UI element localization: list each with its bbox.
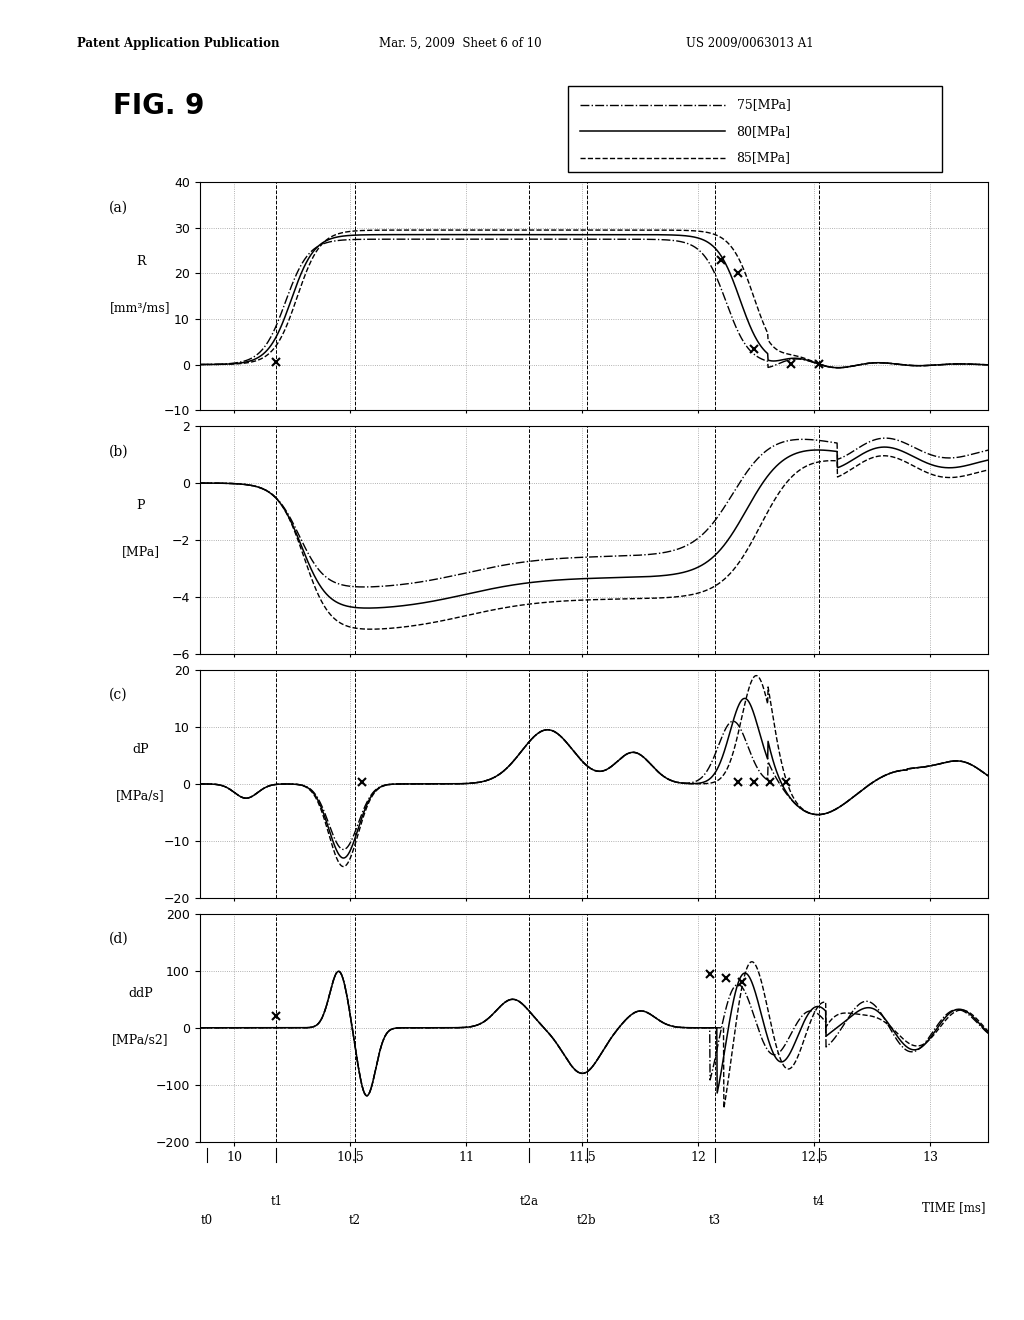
Text: (b): (b) xyxy=(109,445,129,458)
Text: 80[MPa]: 80[MPa] xyxy=(736,125,791,137)
Text: P: P xyxy=(136,499,144,512)
Text: [MPa/s2]: [MPa/s2] xyxy=(113,1032,169,1045)
Text: US 2009/0063013 A1: US 2009/0063013 A1 xyxy=(686,37,814,50)
Text: 75[MPa]: 75[MPa] xyxy=(736,98,791,111)
Text: ddP: ddP xyxy=(128,987,153,1001)
Text: t2: t2 xyxy=(349,1214,361,1228)
Text: Patent Application Publication: Patent Application Publication xyxy=(77,37,280,50)
Text: (c): (c) xyxy=(109,688,128,702)
Text: t4: t4 xyxy=(813,1195,825,1208)
Text: R: R xyxy=(136,256,145,268)
Text: 85[MPa]: 85[MPa] xyxy=(736,152,791,165)
FancyBboxPatch shape xyxy=(568,86,942,172)
Text: (a): (a) xyxy=(109,201,128,214)
Text: Mar. 5, 2009  Sheet 6 of 10: Mar. 5, 2009 Sheet 6 of 10 xyxy=(379,37,542,50)
Text: t2b: t2b xyxy=(578,1214,597,1228)
Text: t1: t1 xyxy=(270,1195,283,1208)
Text: [MPa/s]: [MPa/s] xyxy=(116,789,165,801)
Text: [MPa]: [MPa] xyxy=(122,545,160,558)
Text: (d): (d) xyxy=(109,932,129,946)
Text: TIME [ms]: TIME [ms] xyxy=(922,1201,985,1214)
Text: dP: dP xyxy=(132,743,148,756)
Text: [mm³/ms]: [mm³/ms] xyxy=(111,301,171,314)
Text: t2a: t2a xyxy=(519,1195,539,1208)
Text: t3: t3 xyxy=(709,1214,721,1228)
Text: FIG. 9: FIG. 9 xyxy=(113,92,204,120)
Text: t0: t0 xyxy=(201,1214,213,1228)
